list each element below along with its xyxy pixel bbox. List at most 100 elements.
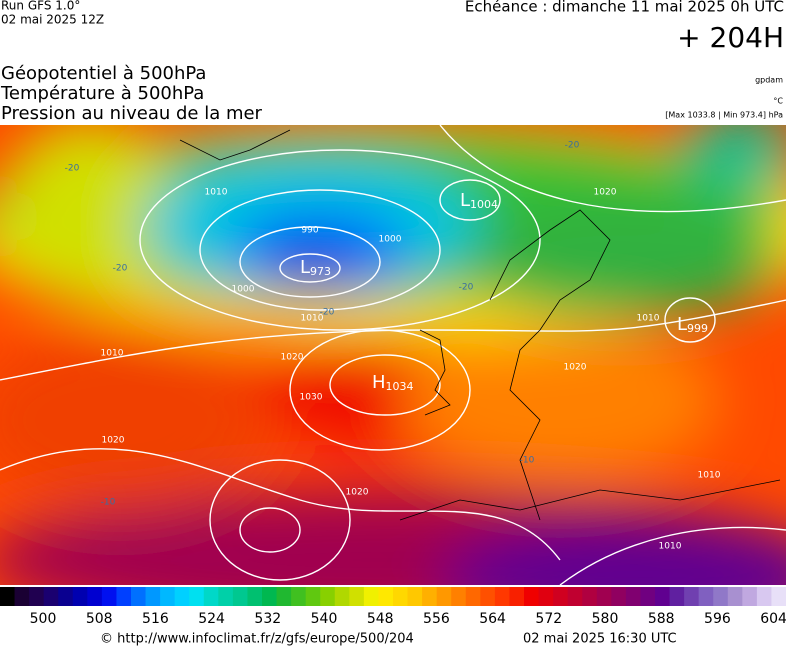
center-type: L <box>300 257 310 278</box>
unit: [Max 1033.8 | Min 973.4] hPa <box>665 111 783 120</box>
temperature-label: -10 <box>101 498 116 508</box>
colorbar-label: 556 <box>423 611 450 627</box>
colorbar-swatch <box>0 587 16 606</box>
isobars <box>0 125 786 585</box>
colorbar-label: 580 <box>592 611 619 627</box>
colorbar-swatch <box>669 587 685 606</box>
title: Géopotentiel à 500hPa <box>1 63 206 84</box>
colorbar-label: 540 <box>311 611 338 627</box>
colorbar-label: 596 <box>704 611 731 627</box>
colorbar-swatch <box>145 587 161 606</box>
colorbar-swatch <box>378 587 394 606</box>
colorbar-swatch <box>174 587 190 606</box>
temperature-label: -20 <box>113 264 128 274</box>
center-type: L <box>460 190 470 211</box>
isobar-label: 1020 <box>594 188 617 198</box>
colorbar-swatch <box>713 587 729 606</box>
colorbar-swatch <box>349 587 365 606</box>
colorbar-swatch <box>480 587 496 606</box>
colorbar-swatch <box>582 587 598 606</box>
colorbar-swatch <box>640 587 656 606</box>
colorbar-swatch <box>451 587 467 606</box>
temperature-label: -10 <box>520 456 535 466</box>
colorbar-label: 604 <box>760 611 786 627</box>
isobar-label: 1000 <box>232 285 255 295</box>
colorbar-swatch <box>771 587 786 606</box>
isobar-label: 1020 <box>564 363 587 373</box>
colorbar-swatch <box>698 587 714 606</box>
colorbar-label: 508 <box>86 611 113 627</box>
colorbar-swatch <box>87 587 103 606</box>
colorbar-swatch <box>305 587 321 606</box>
center-value: 999 <box>687 322 708 335</box>
colorbar-label: 564 <box>479 611 506 627</box>
colorbar-swatch <box>742 587 758 606</box>
colorbar-swatch <box>14 587 30 606</box>
colorbar-swatch <box>538 587 554 606</box>
unit: gpdam <box>755 76 783 85</box>
colorbar-swatch <box>407 587 423 606</box>
footer-date: 02 mai 2025 16:30 UTC <box>523 632 677 647</box>
isobar-label: 1010 <box>205 188 228 198</box>
run: Run GFS 1.0° <box>1 0 80 13</box>
colorbar-swatch <box>363 587 379 606</box>
colorbar-swatch <box>334 587 350 606</box>
isobar-label: 1010 <box>659 542 682 552</box>
isobar-label: 1010 <box>637 314 660 324</box>
isobar-label: 1000 <box>379 235 402 245</box>
colorbar-swatch <box>232 587 248 606</box>
colorbar-label: 572 <box>535 611 562 627</box>
temperature-label: -20 <box>320 308 335 318</box>
colorbar-swatch <box>247 587 263 606</box>
colorbar-swatch <box>218 587 234 606</box>
colorbar-swatch <box>160 587 176 606</box>
colorbar-swatch <box>43 587 59 606</box>
isobar-label: 1030 <box>300 393 323 403</box>
isobar-label: 1010 <box>301 314 324 324</box>
colorbar-swatch <box>58 587 74 606</box>
colorbar-swatch <box>596 587 612 606</box>
colorbar-swatch <box>611 587 627 606</box>
colorbar-label: 500 <box>30 611 57 627</box>
colorbar-swatch <box>524 587 540 606</box>
center-value: 1004 <box>470 198 498 211</box>
colorbar-swatch <box>131 587 147 606</box>
pressure-center: H1034 <box>372 372 414 393</box>
colorbar-label: 588 <box>648 611 675 627</box>
temperature-label: -20 <box>565 141 580 151</box>
colorbar-label: 532 <box>254 611 281 627</box>
colorbar-swatch <box>116 587 132 606</box>
pressure-center: L973 <box>300 257 331 278</box>
colorbar-swatch <box>393 587 409 606</box>
colorbar-swatch <box>422 587 438 606</box>
center-type: H <box>372 372 386 393</box>
colorbar-label: 524 <box>198 611 225 627</box>
pressure-center: L999 <box>677 314 708 335</box>
isobar-label: 1010 <box>698 471 721 481</box>
pressure-center: L1004 <box>460 190 498 211</box>
colorbar-swatch <box>625 587 641 606</box>
title: Température à 500hPa <box>0 83 204 104</box>
colorbar-swatch <box>29 587 45 606</box>
colorbar-swatch <box>465 587 481 606</box>
isobar-label: 1010 <box>101 349 124 359</box>
colorbar-swatch <box>189 587 205 606</box>
colorbar-swatch <box>655 587 671 606</box>
temperature-label: -20 <box>459 283 474 293</box>
colorbar-swatch <box>756 587 772 606</box>
unit: °C <box>773 97 783 106</box>
temperature-label: -20 <box>65 164 80 174</box>
colorbar-swatch <box>203 587 219 606</box>
footer-url: © http://www.infoclimat.fr/z/gfs/europe/… <box>100 632 414 647</box>
isobar-label: 1020 <box>102 436 125 446</box>
center-value: 1034 <box>386 380 414 393</box>
center-type: L <box>677 314 687 335</box>
colorbar-swatch <box>291 587 307 606</box>
colorbar-swatch <box>276 587 292 606</box>
colorbar-swatch <box>262 587 278 606</box>
center-value: 973 <box>310 265 331 278</box>
isobar-label: 1020 <box>281 353 304 363</box>
colorbar-swatch <box>72 587 88 606</box>
